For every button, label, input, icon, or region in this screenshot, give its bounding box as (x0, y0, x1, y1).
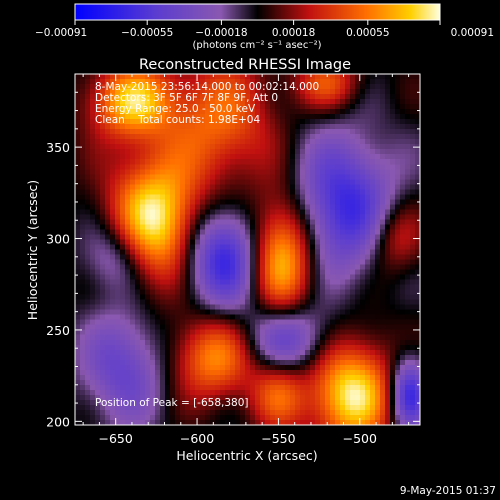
colorbar-tick-label: 0.00055 (346, 27, 389, 39)
observation-info: 8-May-2015 23:56:14.000 to 00:02:14.000 … (95, 82, 415, 126)
x-tick-label: −600 (180, 431, 214, 446)
x-axis-ticks: −650 −600 −550 −500 (82, 74, 410, 446)
x-tick-label: −550 (261, 431, 295, 446)
colorbar-tick-label: −0.00091 (35, 27, 87, 39)
colorbar-units: (photons cm⁻² s⁻¹ asec⁻²) (192, 40, 321, 51)
y-tick-label: 300 (46, 232, 70, 247)
y-axis-label: Heliocentric Y (arcsec) (25, 180, 40, 320)
clean-text: Clean (95, 114, 125, 126)
colorbar-ticks: −0.00091 −0.00055 −0.00018 0.00018 0.00055 0.… (35, 20, 494, 39)
colorbar-tick-label: 0.00018 (272, 27, 315, 39)
colorbar-tick-label: −0.00055 (121, 27, 173, 39)
colorbar-gradient (74, 3, 441, 21)
chart-title: Reconstructed RHESSI Image (139, 57, 351, 73)
x-tick-label: −650 (99, 431, 133, 446)
plot-frame (74, 73, 421, 426)
y-tick-label: 250 (46, 323, 70, 338)
x-tick-label: −500 (343, 431, 377, 446)
y-tick-label: 200 (46, 414, 70, 429)
plot-area: −650 −600 −550 −500 200 250 300 350 (46, 73, 421, 446)
colorbar: −0.00091 −0.00055 −0.00018 0.00018 0.00055 0.… (35, 3, 494, 51)
heatmap-image (75, 74, 420, 425)
peak-position-text: Position of Peak = [-658,380] (95, 397, 249, 409)
detectors-text: Detectors: 3F 5F 6F 7F 8F 9F, Att 0 (95, 92, 279, 104)
y-axis-ticks: 200 250 300 350 (46, 73, 420, 429)
y-tick-label: 350 (46, 140, 70, 155)
x-axis-label: Heliocentric X (arcsec) (176, 448, 317, 463)
clean-counts-line: Clean Total counts: 1.98E+04 (95, 115, 415, 126)
time-range-text: 8-May-2015 23:56:14.000 to 00:02:14.000 (95, 81, 320, 93)
colorbar-tick-label: 0.00091 (451, 27, 494, 39)
colorbar-tick-label: −0.00018 (195, 27, 247, 39)
timestamp: 9-May-2015 01:37 (399, 485, 496, 497)
total-counts-text: Total counts: 1.98E+04 (138, 114, 261, 126)
energy-range-text: Energy Range: 25.0 - 50.0 keV (95, 103, 256, 115)
